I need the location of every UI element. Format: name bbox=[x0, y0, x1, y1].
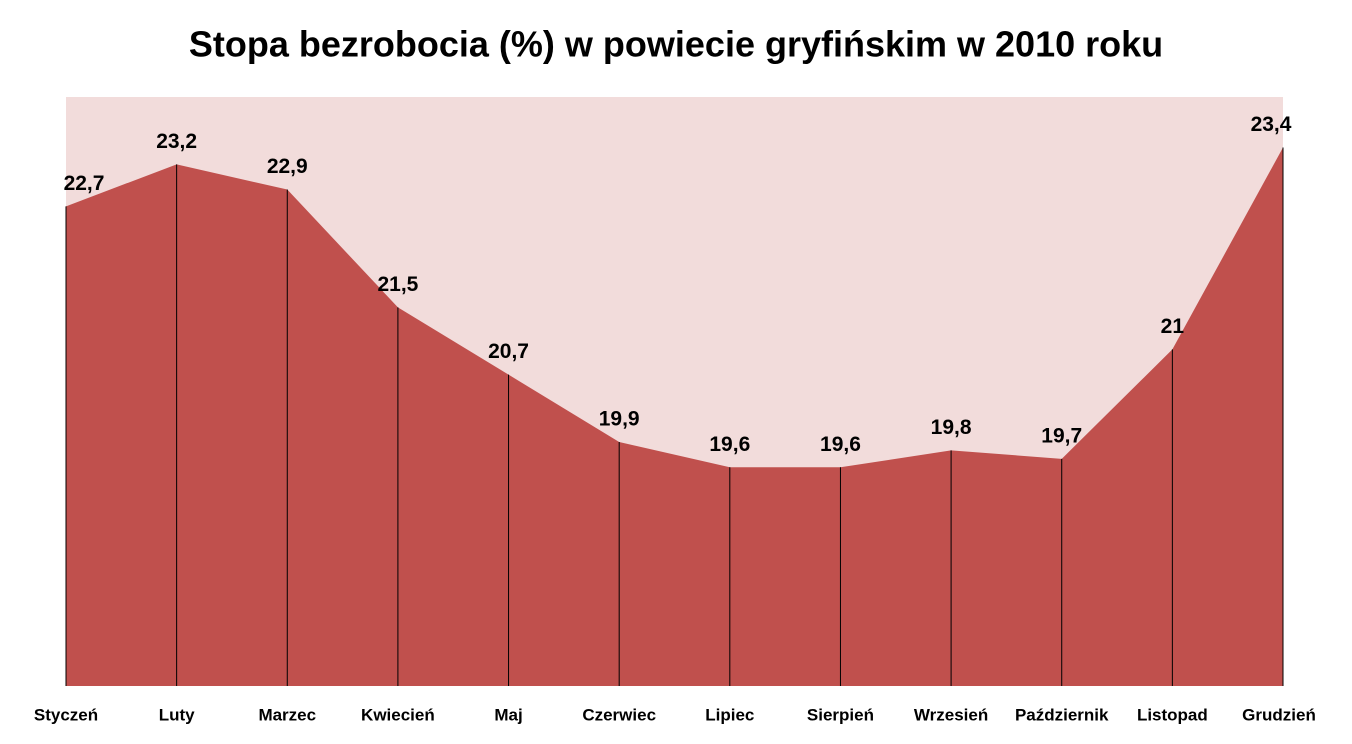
data-label: 21 bbox=[1161, 315, 1185, 338]
x-tick-label: Marzec bbox=[258, 705, 316, 724]
x-tick-label: Wrzesień bbox=[914, 705, 988, 724]
x-tick-label: Styczeń bbox=[34, 705, 98, 724]
data-label: 21,5 bbox=[377, 273, 418, 296]
data-label: 23,4 bbox=[1251, 113, 1292, 136]
data-label: 22,7 bbox=[64, 172, 105, 195]
data-label: 19,6 bbox=[820, 433, 861, 456]
data-label: 20,7 bbox=[488, 340, 529, 363]
x-tick-label: Czerwiec bbox=[582, 705, 656, 724]
x-tick-label: Lipiec bbox=[705, 705, 754, 724]
chart-title: Stopa bezrobocia (%) w powiecie gryfińsk… bbox=[189, 24, 1163, 65]
data-label: 19,9 bbox=[599, 408, 640, 431]
x-tick-label: Maj bbox=[494, 705, 522, 724]
data-label: 19,6 bbox=[709, 433, 750, 456]
x-tick-label: Listopad bbox=[1137, 705, 1208, 724]
area bbox=[66, 147, 1283, 686]
x-tick-label: Kwiecień bbox=[361, 705, 435, 724]
x-tick-label: Sierpień bbox=[807, 705, 874, 724]
data-label: 22,9 bbox=[267, 155, 308, 178]
data-label: 19,8 bbox=[931, 416, 972, 439]
data-label: 19,7 bbox=[1041, 424, 1082, 447]
x-tick-label: Październik bbox=[1015, 705, 1109, 724]
x-tick-label: Grudzień bbox=[1242, 705, 1316, 724]
data-label: 23,2 bbox=[156, 130, 197, 153]
x-tick-label: Luty bbox=[159, 705, 195, 724]
